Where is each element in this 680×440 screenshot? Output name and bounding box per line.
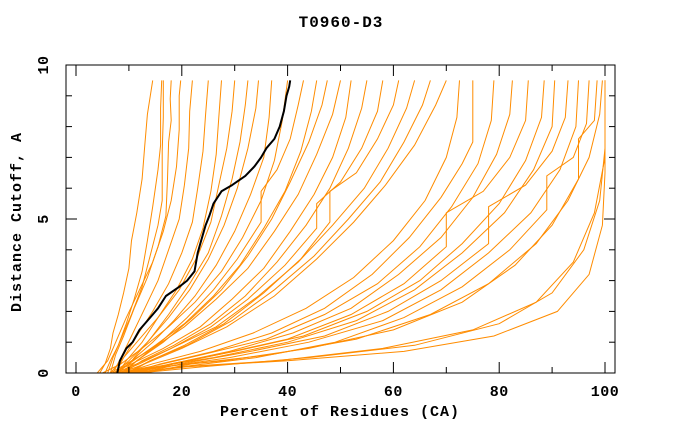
model-curve: [126, 80, 529, 374]
model-curve: [117, 80, 222, 374]
y-tick-label: 5: [36, 214, 53, 224]
model-curve: [117, 80, 273, 374]
model-curve: [139, 80, 569, 374]
tick-labels: 0 20 40 60 80 100 0 5 10: [36, 55, 619, 401]
model-curve: [128, 80, 579, 374]
model-curve: [134, 80, 513, 374]
chart-title: T0960-D3: [299, 14, 384, 32]
model-curve: [120, 80, 556, 374]
model-curve: [112, 80, 193, 374]
model-curve: [118, 80, 495, 374]
model-curve: [123, 80, 598, 374]
model-curve: [115, 80, 259, 374]
model-curve: [120, 80, 328, 374]
model-curve: [102, 80, 289, 374]
x-tick-label: 20: [172, 384, 191, 401]
model-curve: [107, 80, 164, 374]
model-curve: [126, 80, 431, 374]
model-curve: [123, 80, 249, 374]
highlighted-model-curve: [116, 80, 292, 374]
model-curve: [136, 80, 590, 374]
model-curve: [128, 80, 606, 374]
model-curve: [144, 80, 603, 374]
model-curve: [128, 80, 474, 374]
model-curve: [110, 80, 341, 374]
model-curve: [134, 80, 606, 374]
x-tick-label: 0: [71, 384, 81, 401]
x-axis-label: Percent of Residues (CA): [220, 404, 460, 421]
x-tick-label: 60: [384, 384, 403, 401]
model-curve: [99, 80, 154, 374]
model-curve: [112, 80, 352, 374]
model-curve: [96, 80, 182, 374]
y-tick-label: 0: [36, 368, 53, 378]
model-curve: [115, 80, 209, 374]
model-curve: [115, 80, 416, 374]
model-curve: [128, 80, 400, 374]
model-curve: [109, 80, 172, 374]
model-curve: [131, 80, 545, 374]
x-tick-label: 80: [490, 384, 509, 401]
model-curves: [96, 80, 606, 374]
model-curve: [123, 80, 368, 374]
y-axis-label: Distance Cutoff, A: [9, 132, 26, 312]
y-tick-label: 10: [36, 55, 53, 74]
x-tick-label: 100: [591, 384, 620, 401]
model-curve: [123, 80, 460, 374]
x-tick-label: 40: [278, 384, 297, 401]
model-curve: [104, 80, 163, 374]
axis-ticks: [66, 64, 615, 374]
model-curve: [120, 80, 447, 374]
